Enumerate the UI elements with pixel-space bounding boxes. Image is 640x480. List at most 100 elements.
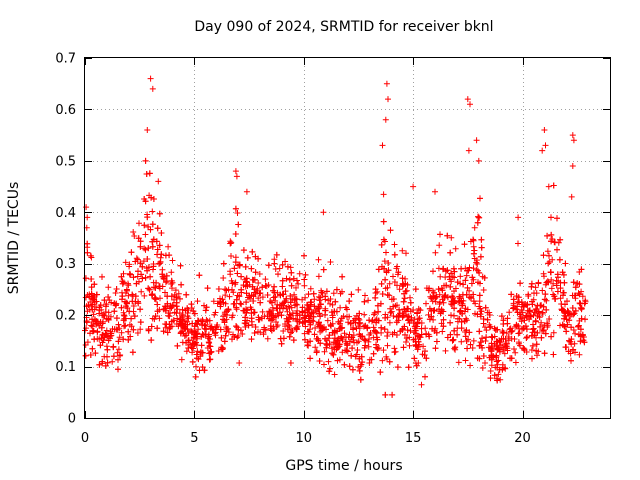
data-point — [192, 373, 199, 380]
data-point — [156, 315, 163, 322]
data-point — [379, 142, 386, 149]
data-point — [353, 325, 360, 332]
y-tick-label: 0.1 — [55, 360, 76, 375]
data-point — [506, 309, 513, 316]
data-point — [259, 294, 266, 301]
data-point — [479, 365, 486, 371]
data-point — [185, 315, 192, 322]
data-point — [255, 314, 262, 321]
data-point — [271, 260, 278, 267]
data-point — [572, 307, 579, 314]
data-point — [329, 301, 336, 308]
data-point — [483, 327, 490, 334]
data-point — [338, 335, 345, 342]
data-point — [147, 226, 154, 233]
data-point — [339, 288, 345, 295]
data-point — [235, 221, 242, 228]
data-point — [390, 303, 397, 310]
data-point — [283, 304, 290, 311]
data-point — [255, 295, 262, 302]
data-point — [514, 303, 521, 310]
data-point — [229, 312, 236, 319]
data-point — [454, 331, 461, 338]
data-point — [230, 331, 236, 338]
data-point — [126, 270, 133, 277]
data-point — [222, 332, 229, 339]
data-point — [339, 324, 346, 331]
data-point — [556, 256, 563, 263]
data-point — [265, 262, 272, 269]
data-point — [462, 333, 469, 340]
data-point — [242, 324, 249, 330]
data-point — [84, 249, 91, 256]
data-point — [102, 309, 109, 315]
data-point — [115, 321, 122, 328]
data-point — [193, 363, 199, 370]
data-point — [380, 347, 387, 354]
data-point — [203, 304, 210, 311]
data-point — [149, 221, 156, 228]
data-point — [344, 342, 351, 349]
data-point — [361, 311, 368, 318]
data-point — [330, 351, 337, 358]
y-tick-label: 0.2 — [55, 309, 76, 324]
data-point — [461, 318, 468, 325]
data-point — [248, 336, 255, 343]
data-point — [454, 279, 461, 286]
data-point — [458, 319, 465, 325]
data-point — [168, 281, 175, 287]
data-point — [541, 350, 548, 357]
data-point — [493, 358, 500, 365]
data-point — [218, 334, 225, 341]
data-point — [444, 334, 451, 341]
data-point — [287, 264, 294, 271]
data-point — [412, 286, 419, 293]
data-point — [130, 274, 137, 281]
data-point — [232, 168, 239, 175]
data-point — [448, 234, 455, 241]
data-point — [107, 335, 113, 342]
data-point — [554, 246, 560, 253]
data-point — [533, 305, 540, 312]
data-point — [366, 360, 373, 366]
data-point — [112, 290, 119, 296]
data-point — [113, 315, 120, 322]
data-point — [504, 345, 511, 352]
data-point — [577, 338, 584, 345]
data-point — [484, 316, 491, 323]
data-point — [169, 285, 175, 292]
data-point — [578, 266, 585, 273]
data-point — [288, 282, 295, 289]
data-point — [133, 255, 140, 262]
data-point — [148, 323, 155, 330]
data-point — [301, 276, 308, 283]
data-point — [137, 260, 144, 267]
data-point — [538, 334, 545, 341]
data-point — [577, 304, 584, 311]
data-point — [146, 286, 153, 293]
data-point — [273, 319, 279, 325]
data-point — [530, 325, 537, 332]
data-point — [423, 331, 430, 338]
data-point — [414, 346, 421, 353]
data-point — [122, 322, 129, 329]
data-point — [546, 252, 552, 259]
data-point — [92, 350, 99, 357]
data-point — [243, 279, 250, 286]
data-point — [82, 352, 89, 359]
data-point — [250, 309, 257, 316]
data-point — [575, 323, 581, 330]
data-point — [178, 322, 185, 329]
y-tick-label: 0 — [68, 412, 76, 427]
data-point — [144, 127, 151, 133]
data-point — [404, 313, 411, 320]
data-point — [426, 333, 433, 340]
data-point — [542, 330, 549, 337]
data-point — [318, 289, 325, 296]
data-point — [94, 329, 101, 336]
data-point — [129, 349, 136, 356]
data-point — [551, 293, 558, 300]
data-point — [544, 278, 551, 285]
data-point — [399, 325, 406, 332]
data-point — [307, 321, 314, 328]
